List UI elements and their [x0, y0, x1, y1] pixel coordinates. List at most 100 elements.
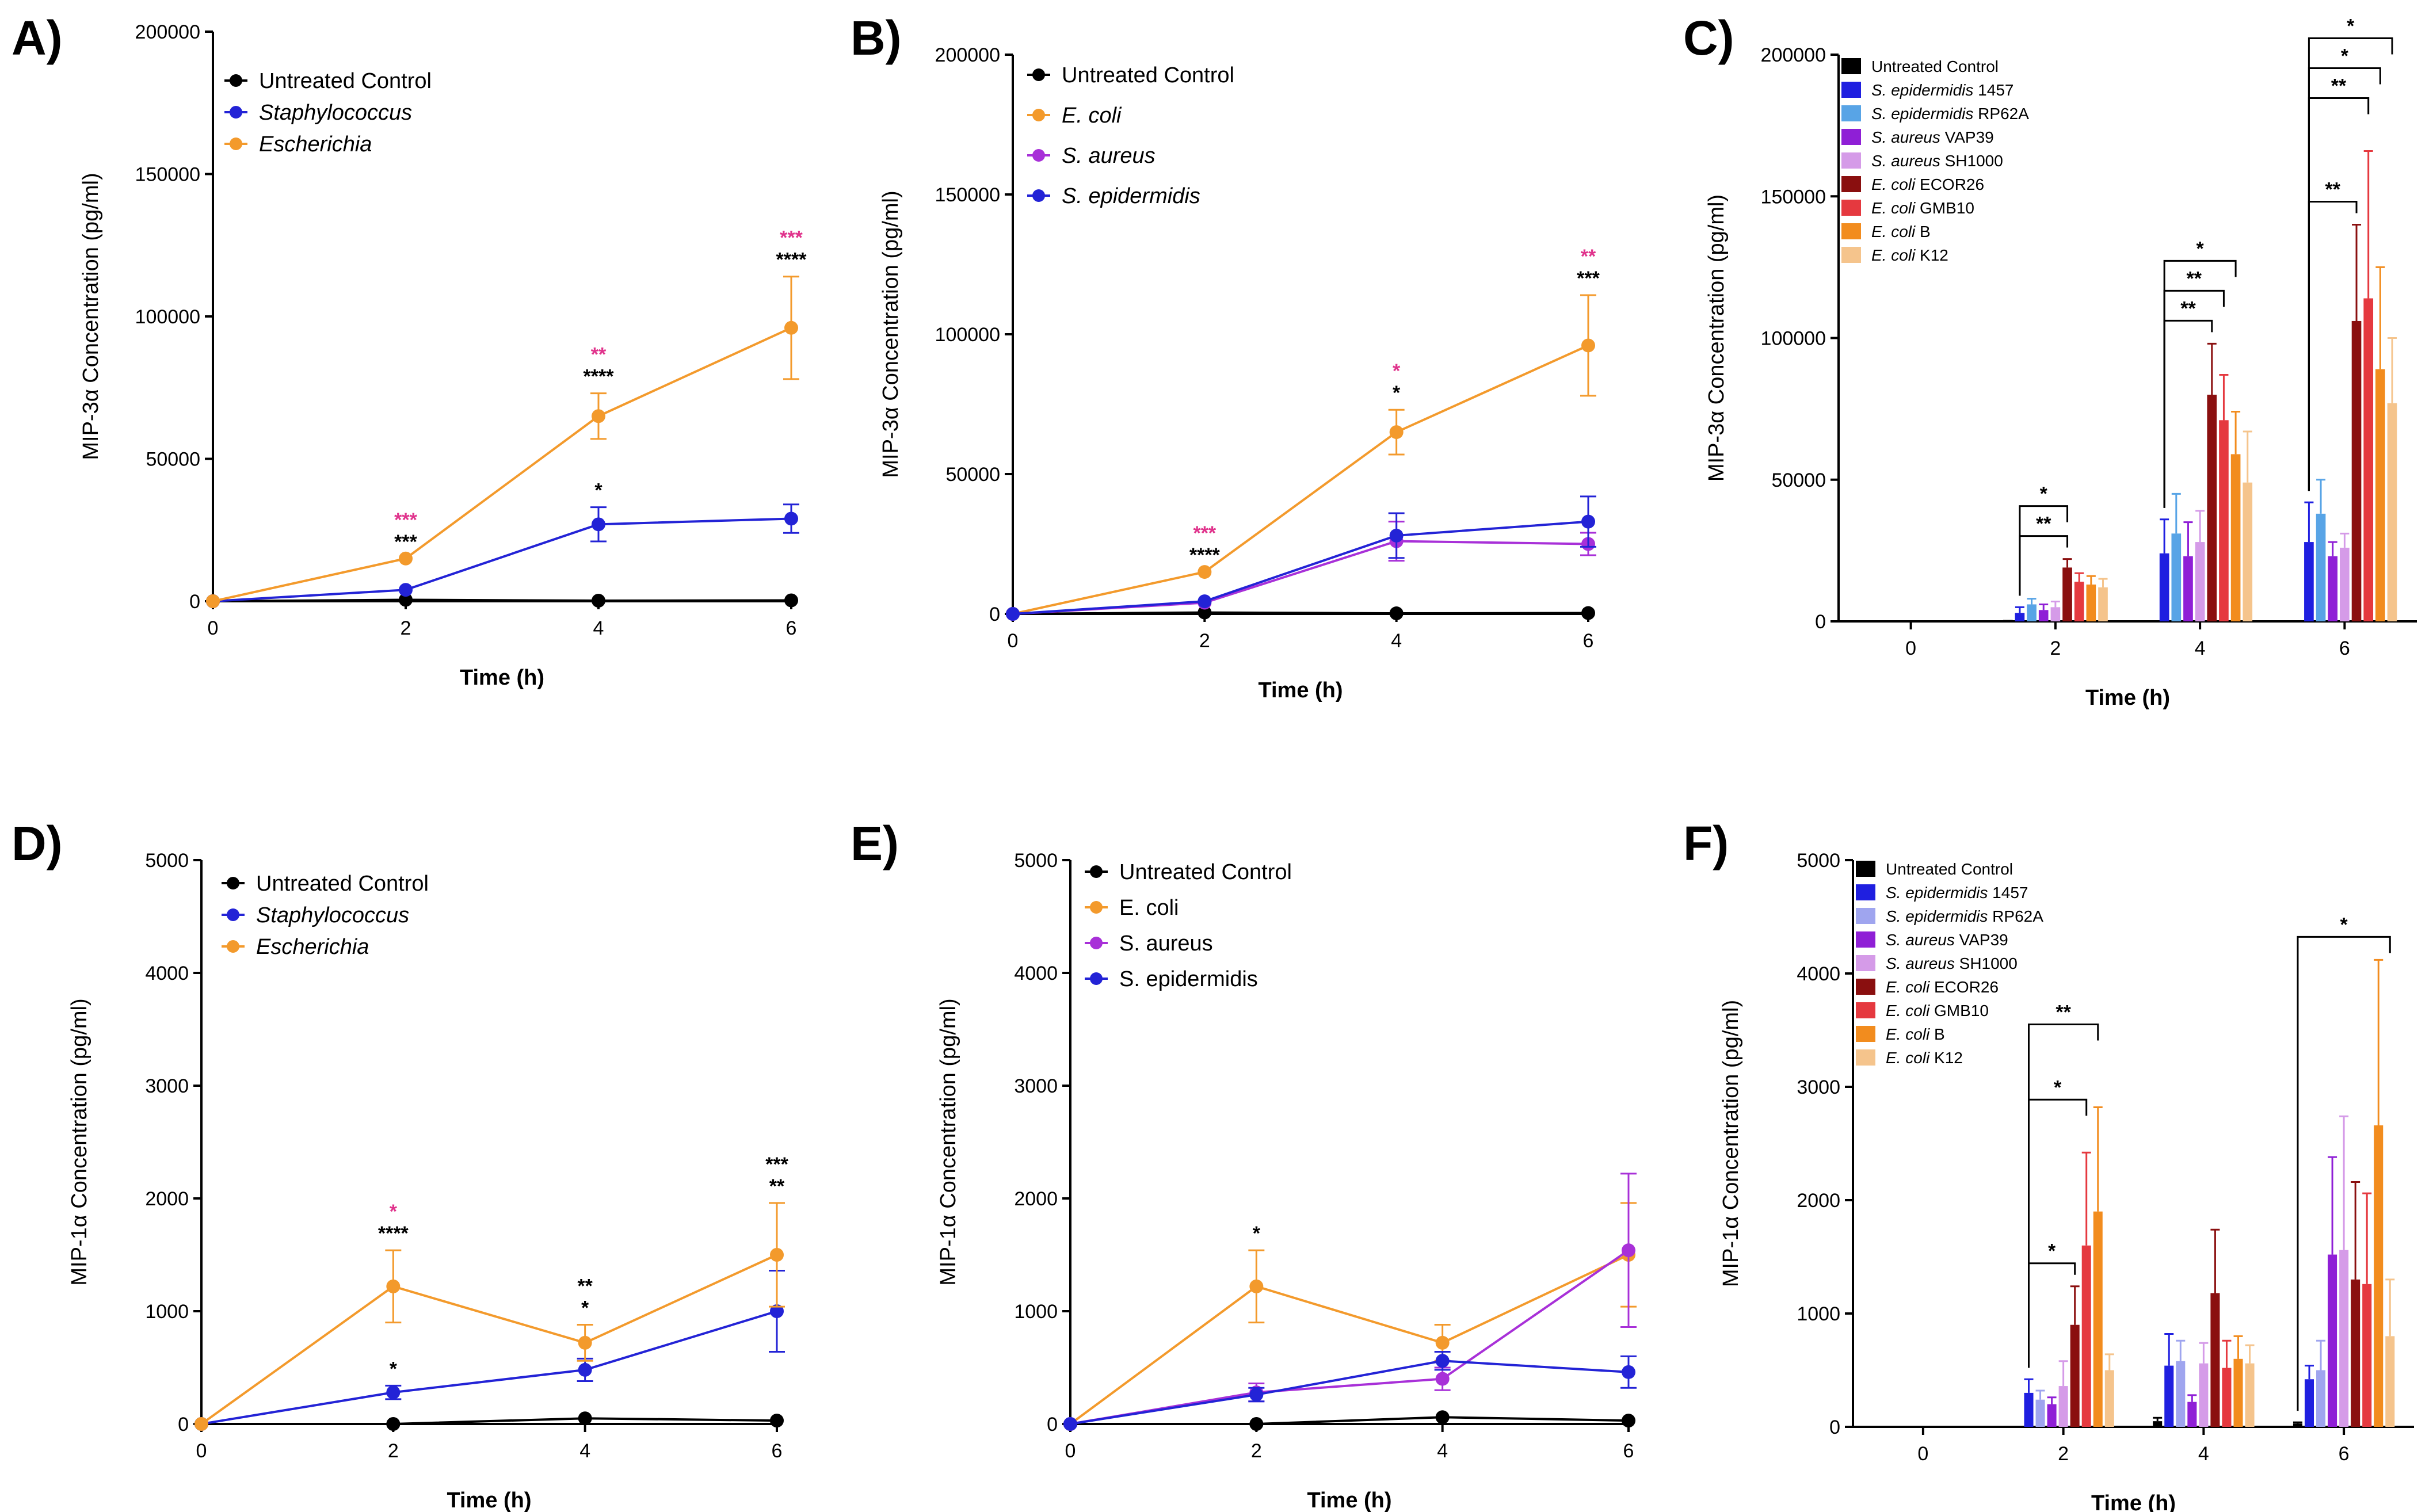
y-tick-label: 150000: [935, 184, 1000, 206]
significance-stars: *: [2347, 15, 2355, 37]
legend-swatch: [1841, 247, 1861, 263]
legend-label: E. coli GMB10: [1886, 1002, 1989, 1020]
data-point: [1435, 1335, 1450, 1350]
data-point: [770, 1248, 784, 1262]
bar: [2159, 553, 2169, 621]
data-point: [770, 1304, 784, 1318]
panel-a: A) 0 50000 100000 150000 200000 MIP-3α Concent…: [12, 11, 807, 690]
data-point: [1063, 1417, 1077, 1431]
significance-stars: *: [2341, 45, 2349, 67]
legend-label: S. epidermidis 1457: [1886, 884, 2028, 902]
data-point: [1581, 514, 1595, 529]
panel-label: E): [851, 816, 899, 870]
significance-stars: **: [2325, 179, 2340, 201]
data-point: [206, 594, 220, 608]
panel-d: D) 0 1000 2000 3000 4000 5000 MIP-1α Concentrat…: [12, 816, 789, 1512]
legend-label: Staphylococcus: [256, 903, 409, 927]
data-point: [399, 593, 413, 607]
series-escherichia: [195, 1202, 785, 1431]
legend-swatch: [1856, 908, 1875, 924]
data-point: [1435, 1354, 1450, 1368]
legend-label: S. epidermidis RP62A: [1871, 105, 2029, 123]
significance-stars: *: [2340, 914, 2348, 936]
legend-swatch: [1856, 861, 1875, 877]
x-axis-label: Time (h): [1307, 1488, 1391, 1512]
legend-marker: [1032, 149, 1045, 162]
legend-label: E. coli GMB10: [1871, 199, 1974, 217]
x-tick-label: 0: [1905, 637, 1916, 659]
data-point: [386, 1417, 401, 1431]
data-point: [1198, 594, 1212, 609]
data-point: [1581, 338, 1595, 353]
bar: [2074, 582, 2084, 621]
series-staphylococcus: [206, 503, 799, 608]
legend-label: Untreated Control: [1119, 860, 1292, 884]
legend-label: Untreated Control: [1871, 58, 1999, 75]
legend-label: S. aureus VAP39: [1886, 931, 2008, 949]
y-tick-label: 200000: [135, 21, 200, 43]
significance-stars: **: [577, 1276, 593, 1297]
bar: [2219, 420, 2229, 621]
legend-label: S. epidermidis RP62A: [1886, 907, 2043, 925]
significance-stars: ***: [765, 1154, 788, 1175]
bar: [2207, 395, 2217, 621]
series-line: [200, 1254, 777, 1425]
legend-marker: [1090, 972, 1103, 985]
legend-species: S. aureus: [1871, 128, 1940, 146]
x-tick-label: 2: [1199, 630, 1210, 652]
bar: [2093, 1211, 2103, 1427]
bar-series-4: [2058, 1115, 2349, 1427]
significance-stars: *: [390, 1201, 398, 1223]
x-tick-label: 4: [1437, 1440, 1448, 1462]
data-point: [578, 1411, 592, 1426]
bar-series-2: [2035, 1339, 2326, 1427]
bar: [2153, 1421, 2163, 1427]
y-tick-label: 3000: [1014, 1075, 1058, 1097]
legend-strain: Untreated Control: [1886, 860, 2013, 878]
series-line: [1070, 1360, 1629, 1425]
significance-stars: **: [769, 1175, 785, 1197]
data-point: [1249, 1388, 1264, 1402]
x-tick-label: 2: [2058, 1443, 2069, 1465]
significance-stars: ***: [780, 227, 803, 249]
x-tick-label: 6: [772, 1440, 783, 1462]
legend-strain: VAP39: [1940, 128, 1994, 146]
legend-strain: RP62A: [1988, 907, 2043, 925]
panel-f: F) 0 1000 2000 3000 4000 5000 MIP-1α Concentrat…: [1683, 816, 2414, 1512]
bar-series-3: [2038, 521, 2338, 621]
bar: [2304, 1379, 2314, 1427]
legend-marker: [230, 106, 242, 119]
x-tick-label: 4: [1391, 630, 1402, 652]
bar: [2293, 1423, 2302, 1427]
legend-label: E. coli B: [1886, 1025, 1945, 1043]
data-point: [386, 1279, 401, 1293]
panel-label: F): [1683, 816, 1729, 870]
x-tick-label: 6: [2339, 1443, 2350, 1465]
legend-strain: Untreated Control: [1871, 58, 1999, 75]
x-tick-label: 6: [786, 617, 797, 639]
data-point: [592, 594, 605, 608]
data-point: [592, 517, 605, 532]
panel-b: B) 0 50000 100000 150000 200000 MIP-3α Concent…: [851, 11, 1600, 702]
legend-swatch: [1856, 979, 1875, 995]
y-tick-label: 150000: [1761, 186, 1826, 208]
legend-swatch: [1856, 931, 1875, 948]
legend-swatch: [1856, 884, 1875, 900]
legend-marker: [1032, 68, 1045, 81]
y-tick-label: 2000: [1014, 1188, 1058, 1210]
x-tick-label: 0: [1065, 1440, 1076, 1462]
bar: [2187, 1402, 2197, 1427]
legend-species: E. coli: [1871, 246, 1916, 264]
legend-species: E. coli: [1886, 978, 1930, 996]
bar: [2015, 613, 2025, 621]
bar: [2171, 533, 2182, 621]
data-point: [1435, 1410, 1450, 1425]
legend-species: E. coli: [1886, 1049, 1930, 1067]
series-s-epidermidis: [1063, 1351, 1637, 1431]
y-tick-label: 2000: [1797, 1190, 1840, 1212]
legend-marker: [227, 908, 239, 921]
legend-species: E. coli: [1886, 1002, 1930, 1020]
legend-strain: GMB10: [1929, 1002, 1989, 1020]
bar: [2340, 547, 2350, 621]
